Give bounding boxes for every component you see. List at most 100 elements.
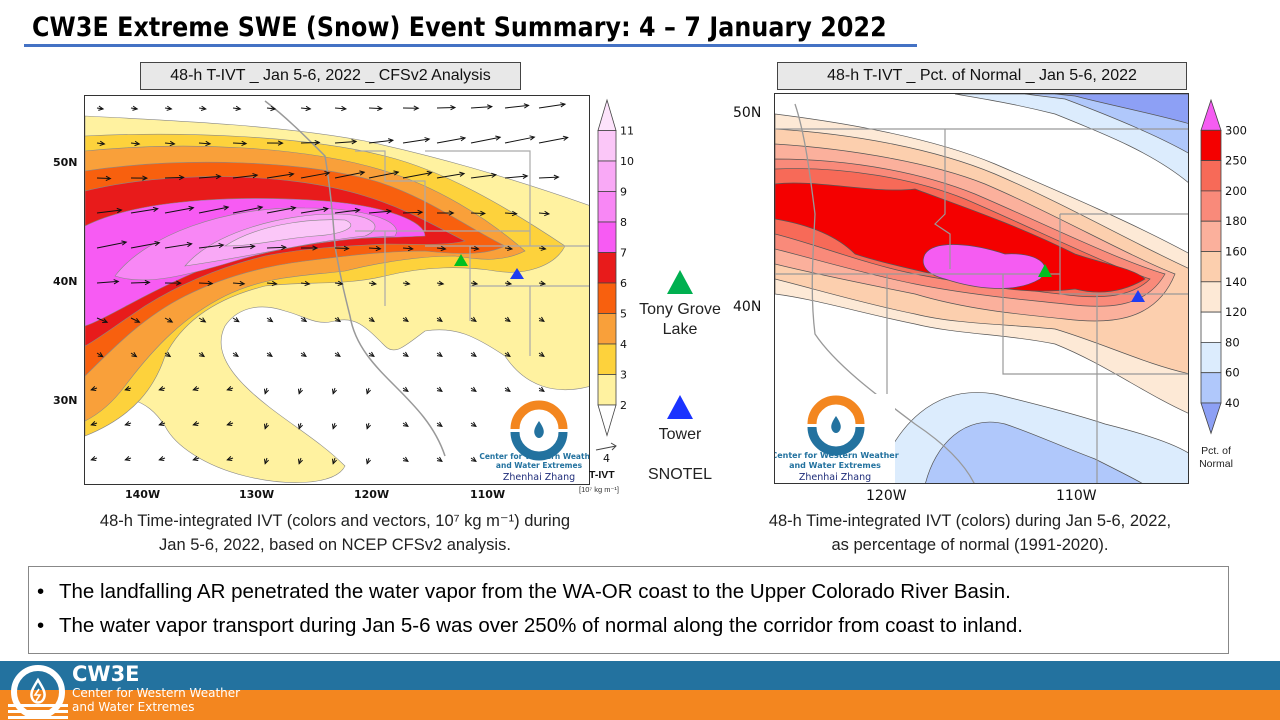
ivt-vector-head	[192, 456, 199, 462]
ivt-vector	[504, 136, 535, 144]
x-tick-130w: 130W	[239, 488, 275, 501]
ivt-vector-head	[178, 174, 185, 181]
y-tick-40n: 40N	[53, 275, 78, 288]
left-caption-line1: 48-h Time-integrated IVT (colors and vec…	[99, 512, 571, 530]
ivt-vector	[164, 243, 192, 249]
ivt-vector	[96, 241, 127, 249]
ivt-vector-head	[134, 140, 141, 147]
ivt-vector	[164, 176, 184, 179]
ivt-vector-head	[472, 280, 479, 286]
ivt-vector	[334, 282, 343, 285]
ivt-vector-head	[200, 105, 207, 111]
ivt-vector	[334, 209, 360, 214]
ivt-vector-head	[290, 205, 297, 212]
colorbar-tick-label: 40	[1225, 396, 1240, 410]
ivt-vector-head	[440, 245, 447, 252]
colorbar-segment	[597, 282, 617, 314]
ivt-vector	[232, 174, 258, 179]
summary-box: • The landfalling AR penetrated the water…	[28, 566, 1229, 654]
state-borders	[355, 150, 589, 356]
ivt-vector	[300, 141, 320, 144]
title-underline	[24, 44, 917, 47]
pct-band-300	[775, 182, 1146, 293]
colorbar-tick-label: 250	[1225, 154, 1247, 168]
ivt-vector-head	[438, 280, 445, 286]
ivt-vector-head	[359, 170, 366, 176]
right-caption-line2: as percentage of normal (1991-2020).	[831, 536, 1109, 554]
colorbar-extend-max	[597, 98, 617, 131]
ivt-vector	[96, 177, 111, 180]
ivt-vector	[232, 206, 263, 214]
colorbar-tick-label: 5	[620, 308, 627, 321]
ivt-vector	[164, 207, 194, 214]
ivt-vector	[436, 137, 466, 144]
svg-text:Center for Western Weather: Center for Western Weather	[775, 451, 899, 460]
ivt-vector-head	[354, 207, 361, 214]
ivt-vector-head	[560, 102, 567, 108]
ivt-vector-head	[90, 421, 97, 427]
ivt-vector-head	[134, 317, 141, 323]
ivt-vector-head	[99, 140, 106, 147]
left-map-svg: Center for Western Weather and Water Ext…	[85, 96, 589, 484]
ivt-vector-head	[301, 316, 308, 323]
ivt-vector-head	[304, 280, 311, 287]
ivt-vector-head	[312, 245, 319, 251]
ivt-vector-head	[263, 423, 269, 430]
footer-band-orange	[0, 690, 1280, 720]
ivt-vector	[300, 282, 310, 285]
ivt-vector-head	[175, 280, 182, 286]
footer-band-blue	[0, 661, 1280, 690]
ivt-vector	[334, 171, 365, 179]
ivt-vector-head	[369, 316, 375, 323]
ivt-vector-head	[402, 456, 409, 463]
ivt-vector-head	[413, 105, 420, 111]
x-tick-120w: 120W	[354, 488, 390, 501]
colorbar-segment	[1200, 341, 1222, 374]
summary-bullet: • The water vapor transport during Jan 5-…	[37, 609, 1228, 643]
ivt-vector-head	[281, 244, 287, 251]
x-tick-140w: 140W	[125, 488, 161, 501]
ivt-vector	[470, 136, 501, 144]
colorbar-tick-label: 3	[620, 369, 627, 382]
ivt-vector-head	[270, 105, 277, 112]
bullet-dot: •	[37, 580, 45, 603]
ivt-vector-head	[124, 421, 131, 427]
ivt-vector-head	[487, 104, 493, 110]
ivt-vector	[96, 280, 119, 284]
right-caption: 48-h Time-integrated IVT (colors) during…	[690, 509, 1250, 557]
tower-legend-icon	[667, 395, 693, 419]
summary-bullet-text: The landfalling AR penetrated the water …	[59, 580, 1011, 603]
ivt-vector-head	[233, 351, 239, 358]
ivt-vector-head	[511, 210, 518, 217]
ivt-vector-head	[393, 170, 400, 176]
bullet-dot: •	[37, 614, 45, 637]
ivt-vector-head	[324, 171, 331, 177]
ivt-vector-head	[426, 170, 433, 176]
pct-band-above-300	[922, 244, 1046, 289]
ivt-vector-head	[300, 351, 307, 358]
cw3e-logo-icon	[8, 665, 68, 719]
ivt-vector	[232, 142, 247, 145]
coastline-right	[794, 103, 975, 483]
ivt-vector-head	[267, 317, 274, 323]
ivt-vector	[368, 171, 399, 179]
reference-vector-head	[610, 442, 617, 451]
colorbar-segment	[597, 374, 617, 406]
x-tick-120w-right: 120W	[866, 488, 907, 504]
ivt-vector	[300, 208, 328, 214]
colorbar-segment	[597, 313, 617, 345]
ivt-vector-head	[495, 135, 502, 141]
ivt-vector	[130, 142, 140, 145]
ivt-vector-head	[375, 245, 382, 252]
ivt-vector-head	[507, 245, 514, 251]
reference-vector-label: 4	[603, 452, 610, 465]
ivt-vector	[130, 317, 140, 323]
ivt-vector	[368, 247, 381, 250]
cw3e-watermark-right: Center for Western Weather and Water Ext…	[775, 394, 899, 483]
right-chart-title: 48-h T-IVT _ Pct. of Normal _ Jan 5-6, 2…	[777, 62, 1187, 90]
ivt-vector-head	[450, 105, 457, 111]
ivt-vector	[470, 174, 497, 179]
ivt-vector-head	[192, 421, 199, 427]
ivt-vector-head	[538, 351, 545, 358]
svg-text:and Water Extremes: and Water Extremes	[496, 461, 583, 470]
